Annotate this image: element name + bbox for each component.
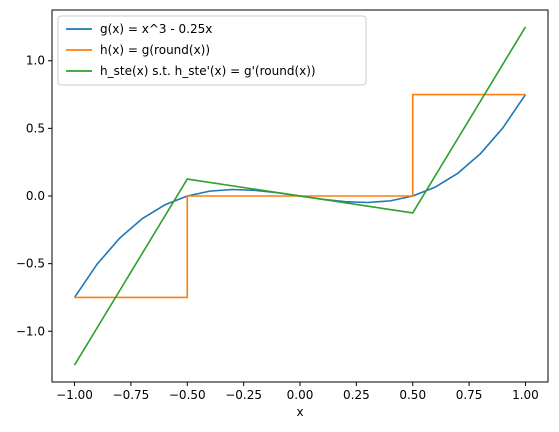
legend-entry-1: g(x) = x^3 - 0.25x xyxy=(100,22,212,36)
y-axis: −1.0 −0.5 0.0 0.5 1.0 xyxy=(16,54,52,338)
legend: g(x) = x^3 - 0.25x h(x) = g(round(x)) h_st… xyxy=(57,15,367,86)
legend-entry-2: h(x) = g(round(x)) xyxy=(100,43,210,57)
series-line-3 xyxy=(73,26,527,366)
series-layer xyxy=(73,26,527,366)
x-tick-label: 0.50 xyxy=(399,388,426,402)
y-tick-label: 1.0 xyxy=(26,54,45,68)
x-tick-label: 1.00 xyxy=(512,388,539,402)
legend-entry-3: h_ste(x) s.t. h_ste'(x) = g'(round(x)) xyxy=(100,64,316,78)
x-tick-label: −0.25 xyxy=(225,388,262,402)
y-tick-label: −0.5 xyxy=(16,257,45,271)
x-axis: −1.00 −0.75 −0.50 −0.25 0.00 0.25 0.50 0.75 1.00 xyxy=(56,382,539,402)
x-tick-label: 0.75 xyxy=(456,388,483,402)
x-tick-label: −1.00 xyxy=(56,388,93,402)
legend-frame xyxy=(57,15,367,86)
x-axis-label: x xyxy=(296,405,303,419)
x-tick-label: 0.25 xyxy=(343,388,370,402)
x-tick-label: −0.50 xyxy=(169,388,206,402)
y-tick-label: 0.5 xyxy=(26,121,45,135)
y-tick-label: −1.0 xyxy=(16,324,45,338)
x-tick-label: 0.00 xyxy=(287,388,314,402)
x-tick-label: −0.75 xyxy=(113,388,150,402)
y-tick-label: 0.0 xyxy=(26,189,45,203)
